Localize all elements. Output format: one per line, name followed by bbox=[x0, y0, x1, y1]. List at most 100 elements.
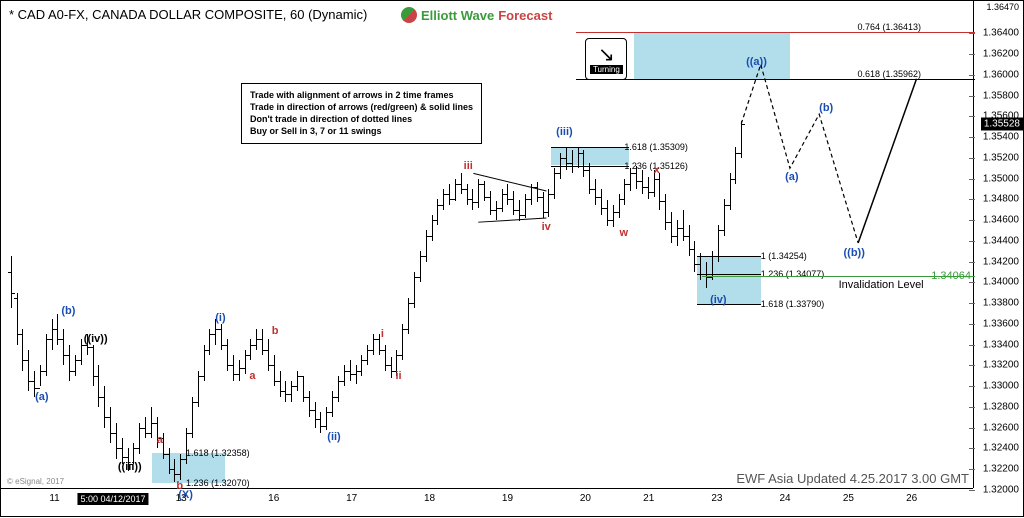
wave-label: a bbox=[249, 370, 255, 382]
wave-label: (iv) bbox=[710, 294, 727, 306]
logo-text2: Forecast bbox=[498, 8, 552, 23]
price-bar bbox=[93, 345, 94, 387]
price-bar bbox=[543, 192, 544, 218]
turning-text: Turning bbox=[590, 65, 623, 74]
y-tick-label: 1.32200 bbox=[983, 464, 1019, 475]
wave-label: ((b)) bbox=[844, 247, 865, 259]
price-bar bbox=[472, 189, 473, 210]
fib-line bbox=[551, 147, 629, 148]
price-bar bbox=[198, 371, 199, 407]
price-bar bbox=[694, 241, 695, 272]
y-tick-label: 1.34400 bbox=[983, 235, 1019, 246]
price-bar bbox=[204, 345, 205, 381]
turning-arrow-icon: ↘ bbox=[598, 45, 615, 65]
price-bar bbox=[46, 334, 47, 376]
chart-container: * CAD A0-FX, CANADA DOLLAR COMPOSITE, 60… bbox=[0, 0, 1024, 517]
price-bar bbox=[455, 179, 456, 202]
fib-line bbox=[576, 79, 975, 80]
price-bar bbox=[174, 459, 175, 482]
price-bar bbox=[531, 184, 532, 205]
fib-label: 1.618 (1.35309) bbox=[624, 142, 688, 152]
fib-label: 0.764 (1.36413) bbox=[857, 22, 921, 32]
price-bar bbox=[589, 163, 590, 194]
price-bar bbox=[461, 173, 462, 194]
price-bar bbox=[537, 182, 538, 203]
price-bar bbox=[28, 350, 29, 392]
price-bar bbox=[437, 199, 438, 225]
price-bar bbox=[619, 194, 620, 218]
y-tick-label: 1.34800 bbox=[983, 194, 1019, 205]
wave-label: ((iv)) bbox=[84, 333, 108, 345]
price-bar bbox=[98, 365, 99, 407]
fib-label: 0.618 (1.35962) bbox=[857, 69, 921, 79]
price-bar bbox=[139, 423, 140, 454]
y-tick-label: 1.33400 bbox=[983, 339, 1019, 350]
price-bar bbox=[145, 417, 146, 438]
price-bar bbox=[607, 200, 608, 226]
price-bar bbox=[443, 189, 444, 210]
y-tick-label: 1.36200 bbox=[983, 49, 1019, 60]
price-bar bbox=[502, 189, 503, 212]
fib-line bbox=[576, 32, 975, 33]
price-bar bbox=[572, 150, 573, 174]
fib-label: 1 (1.34254) bbox=[761, 251, 807, 261]
wave-label: a bbox=[157, 434, 163, 446]
price-bar bbox=[519, 200, 520, 221]
wave-label: (ii) bbox=[327, 431, 340, 443]
wave-label: ii bbox=[395, 370, 401, 382]
y-tick-label: 1.35200 bbox=[983, 152, 1019, 163]
wave-label: (a) bbox=[785, 171, 798, 183]
price-bar bbox=[40, 365, 41, 386]
price-bar bbox=[262, 329, 263, 355]
price-bar bbox=[227, 339, 228, 370]
y-tick-label: 1.34000 bbox=[983, 277, 1019, 288]
price-bar bbox=[426, 230, 427, 261]
price-bar bbox=[724, 199, 725, 235]
x-tick-label: 16 bbox=[268, 493, 279, 504]
price-bar bbox=[659, 173, 660, 209]
price-bar bbox=[268, 339, 269, 370]
price-bar bbox=[285, 381, 286, 402]
x-date-box: 5:00 04/12/2017 bbox=[77, 493, 148, 505]
current-price-badge: 1.35528 bbox=[981, 117, 1023, 130]
price-bar bbox=[367, 345, 368, 366]
price-bar bbox=[478, 179, 479, 208]
price-bar bbox=[344, 365, 345, 386]
price-bar bbox=[309, 391, 310, 417]
y-tick-label: 1.32000 bbox=[983, 485, 1019, 496]
price-bar bbox=[548, 189, 549, 217]
price-bar bbox=[338, 376, 339, 402]
price-bar bbox=[57, 314, 58, 345]
price-bar bbox=[689, 225, 690, 256]
price-bar bbox=[385, 345, 386, 371]
chart-title: * CAD A0-FX, CANADA DOLLAR COMPOSITE, 60… bbox=[9, 7, 367, 22]
x-tick-label: 26 bbox=[906, 493, 917, 504]
price-bar bbox=[221, 324, 222, 350]
y-axis: 1.320001.322001.324001.326001.328001.330… bbox=[973, 1, 1023, 488]
price-bar bbox=[420, 251, 421, 282]
price-bar bbox=[583, 150, 584, 177]
price-bar bbox=[624, 179, 625, 205]
price-bar bbox=[741, 121, 742, 157]
price-bar bbox=[630, 168, 631, 191]
wave-label: x bbox=[654, 164, 660, 176]
price-bar bbox=[642, 170, 643, 194]
price-bar bbox=[350, 360, 351, 381]
price-bar bbox=[683, 210, 684, 241]
price-bar bbox=[507, 184, 508, 205]
price-bar bbox=[233, 355, 234, 381]
wave-label: iii bbox=[464, 160, 473, 172]
y-tick-label: 1.33200 bbox=[983, 360, 1019, 371]
price-bar bbox=[677, 220, 678, 246]
y-tick-label: 1.35800 bbox=[983, 90, 1019, 101]
x-tick-label: 24 bbox=[780, 493, 791, 504]
price-bar bbox=[467, 184, 468, 205]
invalidation-value: 1.34064 bbox=[931, 270, 971, 282]
price-bar bbox=[700, 253, 701, 280]
wave-label: (i) bbox=[215, 312, 225, 324]
price-bar bbox=[496, 201, 497, 220]
price-bar bbox=[525, 194, 526, 218]
price-bar bbox=[414, 272, 415, 308]
price-bar bbox=[250, 339, 251, 360]
fib-line bbox=[697, 304, 760, 305]
